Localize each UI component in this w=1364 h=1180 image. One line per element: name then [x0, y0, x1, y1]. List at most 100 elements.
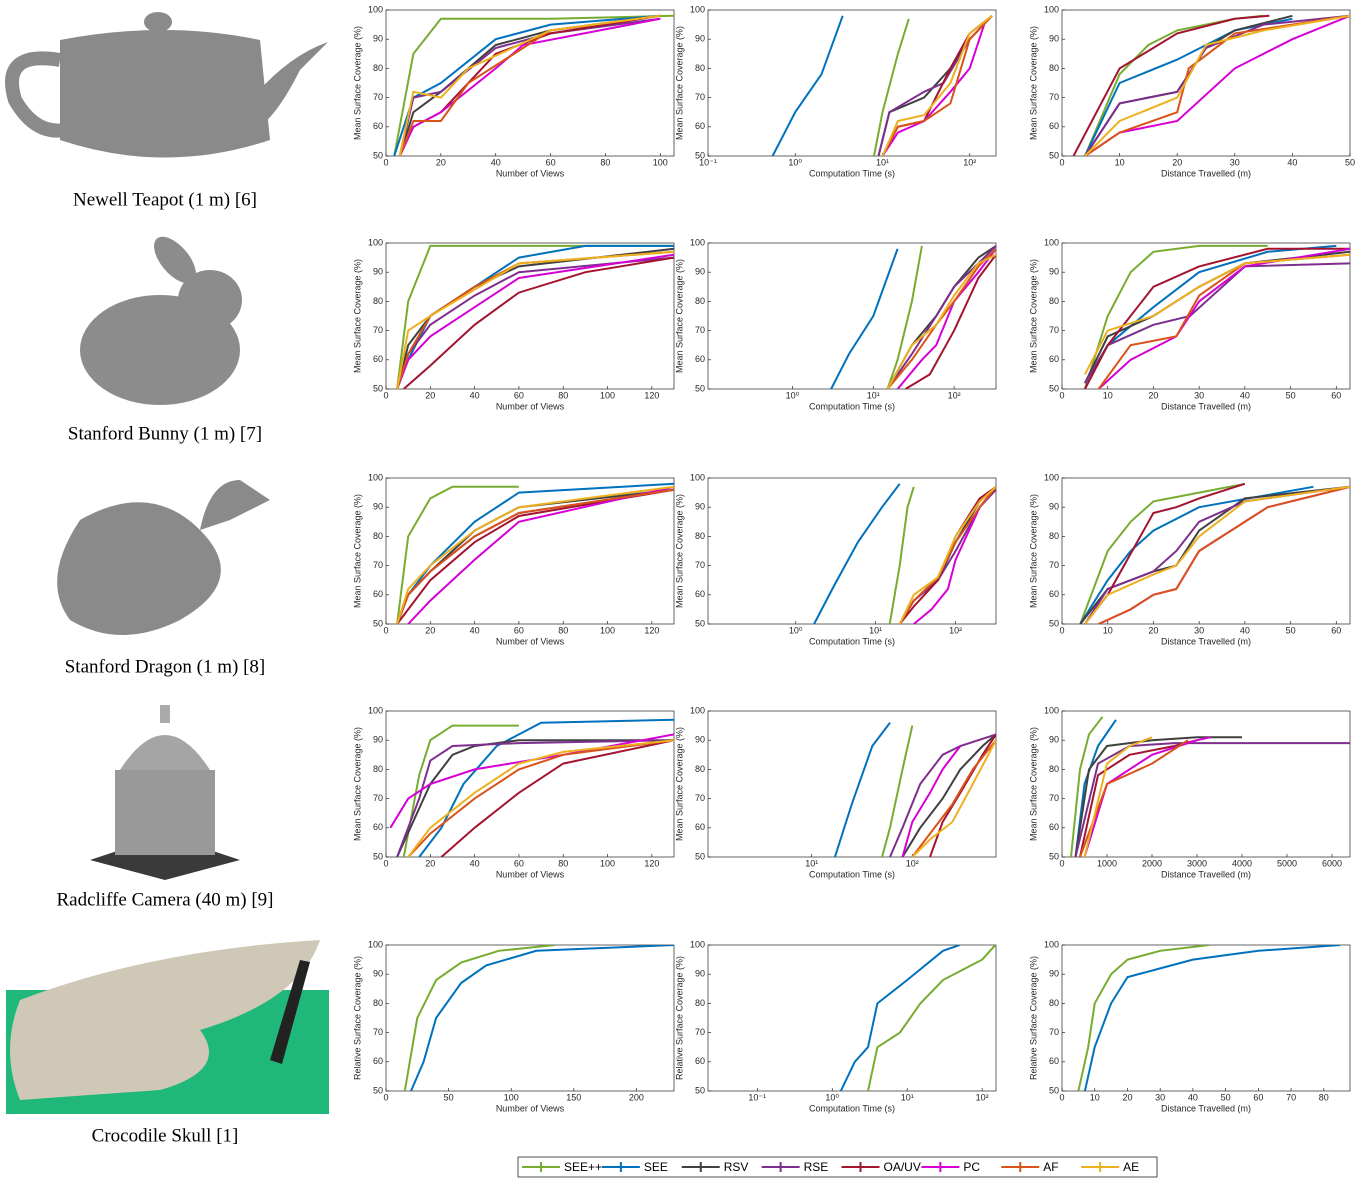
x-axis-label: Number of Views	[496, 636, 565, 646]
x-axis-label: Distance Travelled (m)	[1161, 401, 1251, 411]
x-tick-label: 50	[1345, 157, 1355, 167]
y-axis-label: Mean Surface Coverage (%)	[1028, 259, 1038, 373]
x-tick-label: 30	[1194, 390, 1204, 400]
y-tick-label: 50	[1049, 851, 1059, 861]
x-axis-label: Distance Travelled (m)	[1161, 636, 1251, 646]
x-axis-label: Computation Time (s)	[809, 869, 895, 879]
y-axis-label: Mean Surface Coverage (%)	[1028, 494, 1038, 608]
chart: 506070809010001020304050607080Distance T…	[1028, 939, 1350, 1113]
x-tick-label: 80	[558, 858, 568, 868]
y-tick-label: 60	[1049, 822, 1059, 832]
x-axis-label: Distance Travelled (m)	[1161, 1103, 1251, 1113]
x-axis-label: Computation Time (s)	[809, 168, 895, 178]
y-tick-label: 90	[695, 267, 705, 277]
teapot-image	[12, 12, 328, 158]
x-tick-label: 100	[653, 157, 668, 167]
page: Newell Teapot (1 m) [6] Stanford Bunny (…	[0, 0, 1364, 1180]
y-tick-label: 70	[1049, 560, 1059, 570]
y-tick-label: 90	[1049, 735, 1059, 745]
radcliffe-image	[90, 705, 240, 880]
y-tick-label: 70	[373, 560, 383, 570]
x-tick-label: 20	[425, 390, 435, 400]
y-tick-label: 90	[695, 502, 705, 512]
x-tick-label: 0	[383, 625, 388, 635]
y-tick-label: 60	[373, 1056, 383, 1066]
x-tick-label: 20	[1148, 625, 1158, 635]
x-tick-label: 100	[600, 625, 615, 635]
x-tick-label: 10	[1103, 390, 1113, 400]
y-tick-label: 100	[368, 705, 383, 715]
x-axis-label: Number of Views	[496, 869, 565, 879]
y-axis-label: Mean Surface Coverage (%)	[352, 259, 362, 373]
x-tick-label: 70	[1286, 1092, 1296, 1102]
chart: 506070809010010⁰10¹10²Computation Time (…	[674, 472, 996, 646]
legend-label: AF	[1043, 1160, 1058, 1174]
x-tick-label: 40	[1287, 157, 1297, 167]
chart: 506070809010010¹10²Computation Time (s)M…	[674, 705, 996, 879]
y-tick-label: 80	[1049, 296, 1059, 306]
y-tick-label: 50	[373, 383, 383, 393]
y-axis-label: Mean Surface Coverage (%)	[674, 259, 684, 373]
x-axis-label: Computation Time (s)	[809, 636, 895, 646]
x-tick-label: 3000	[1187, 858, 1207, 868]
y-tick-label: 80	[695, 998, 705, 1008]
y-tick-label: 100	[1044, 4, 1059, 14]
model-caption: Newell Teapot (1 m) [6]	[73, 189, 257, 210]
plot-frame	[708, 243, 996, 389]
y-tick-label: 100	[690, 4, 705, 14]
y-tick-label: 60	[373, 121, 383, 131]
x-tick-label: 50	[1286, 625, 1296, 635]
x-tick-label: 60	[1253, 1092, 1263, 1102]
x-tick-label: 20	[425, 858, 435, 868]
y-tick-label: 90	[1049, 267, 1059, 277]
y-tick-label: 80	[695, 63, 705, 73]
y-tick-label: 70	[695, 325, 705, 335]
x-tick-label: 2000	[1142, 858, 1162, 868]
y-tick-label: 80	[695, 764, 705, 774]
x-tick-label: 40	[491, 157, 501, 167]
x-tick-label: 0	[1059, 625, 1064, 635]
y-tick-label: 80	[1049, 998, 1059, 1008]
y-tick-label: 60	[695, 589, 705, 599]
legend-label: RSV	[724, 1160, 749, 1174]
x-tick-label: 80	[558, 390, 568, 400]
y-tick-label: 100	[690, 237, 705, 247]
chart: 5060708090100020406080100120Number of Vi…	[352, 237, 674, 411]
x-tick-label: 10²	[948, 390, 961, 400]
y-axis-label: Mean Surface Coverage (%)	[674, 494, 684, 608]
y-tick-label: 90	[695, 735, 705, 745]
y-tick-label: 60	[1049, 589, 1059, 599]
x-tick-label: 20	[1122, 1092, 1132, 1102]
x-tick-label: 5000	[1277, 858, 1297, 868]
y-tick-label: 80	[1049, 531, 1059, 541]
y-tick-label: 60	[1049, 121, 1059, 131]
y-tick-label: 70	[373, 92, 383, 102]
x-tick-label: 10¹	[876, 157, 889, 167]
x-tick-label: 120	[644, 625, 659, 635]
plot-frame	[1062, 478, 1350, 624]
y-tick-label: 60	[1049, 354, 1059, 364]
y-tick-label: 100	[1044, 237, 1059, 247]
x-tick-label: 60	[514, 625, 524, 635]
chart: 5060708090100020406080100Number of Views…	[352, 4, 674, 178]
x-tick-label: 80	[1319, 1092, 1329, 1102]
x-tick-label: 10¹	[901, 1092, 914, 1102]
x-tick-label: 10	[1090, 1092, 1100, 1102]
y-tick-label: 60	[373, 589, 383, 599]
x-tick-label: 0	[383, 390, 388, 400]
x-tick-label: 10¹	[869, 625, 882, 635]
legend-label: RSE	[804, 1160, 829, 1174]
x-tick-label: 80	[558, 625, 568, 635]
chart: 50607080901000102030405060Distance Trave…	[1028, 472, 1350, 646]
y-axis-label: Relative Surface Coverage (%)	[674, 956, 684, 1080]
chart: 506070809010010⁻¹10⁰10¹10²Computation Ti…	[674, 4, 996, 178]
chart: 5060708090100050100150200Number of Views…	[352, 939, 674, 1113]
x-tick-label: 100	[600, 390, 615, 400]
y-axis-label: Mean Surface Coverage (%)	[352, 727, 362, 841]
y-tick-label: 50	[1049, 150, 1059, 160]
y-axis-label: Mean Surface Coverage (%)	[352, 26, 362, 140]
y-tick-label: 70	[1049, 793, 1059, 803]
y-tick-label: 80	[695, 296, 705, 306]
x-tick-label: 10⁰	[789, 625, 803, 635]
y-tick-label: 70	[695, 1027, 705, 1037]
